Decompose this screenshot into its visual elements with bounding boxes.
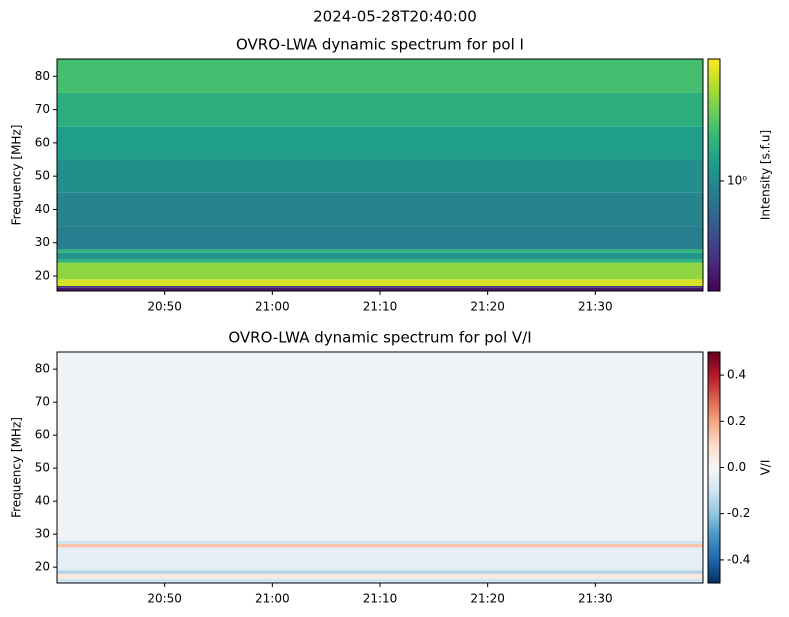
heatmap-band [57,279,703,287]
y-tick-label: 60 [35,428,50,442]
x-tick-label: 20:50 [147,592,182,606]
heatmap-band [57,252,703,260]
colorbar-label: V/I [759,460,773,476]
heatmap-band [57,259,703,263]
y-tick-label: 50 [35,169,50,183]
heatmap-band [57,126,703,160]
heatmap-band [57,262,703,280]
colorbar-tick-label: 0.4 [727,368,746,382]
colorbar-tick-label: 0.2 [727,414,746,428]
heatmap-band [57,226,703,250]
x-tick-label: 21:20 [470,592,505,606]
y-tick-label: 30 [35,235,50,249]
colorbar-tick-label: -0.2 [727,506,750,520]
heatmap-band [57,547,703,571]
heatmap-band [57,578,703,583]
y-tick-label: 30 [35,527,50,541]
y-axis-label: Frequency [MHz] [10,417,24,518]
heatmap-band [57,92,703,127]
colorbar-tick-label: 10⁰ [727,173,747,187]
heatmap-band [57,352,703,541]
heatmap-band [57,544,703,548]
heatmap-band [57,287,703,291]
x-tick-label: 21:10 [363,300,398,314]
colorbar [707,351,721,584]
x-tick-label: 21:30 [578,300,613,314]
y-tick-label: 50 [35,461,50,475]
y-tick-label: 80 [35,362,50,376]
colorbar-label: Intensity [s.f.u] [759,130,773,220]
y-tick-label: 20 [35,269,50,283]
colorbar-tick-label: 0.0 [727,460,746,474]
heatmap-band [57,573,703,579]
heatmap-band [57,570,703,574]
heatmap-band [57,286,703,288]
heatmap-band [57,159,703,193]
colorbar-tick-label: -0.4 [727,552,750,566]
y-tick-label: 70 [35,395,50,409]
panel-title: OVRO-LWA dynamic spectrum for pol I [236,36,524,54]
y-tick-label: 70 [35,102,50,116]
y-tick-label: 40 [35,202,50,216]
colorbar [707,58,721,292]
heatmap-band [57,540,703,545]
y-tick-label: 20 [35,560,50,574]
x-tick-label: 21:00 [255,592,290,606]
y-axis-label: Frequency [MHz] [10,125,24,226]
heatmap-band [57,59,703,93]
x-tick-label: 21:30 [578,592,613,606]
y-tick-label: 60 [35,135,50,149]
panel-title: OVRO-LWA dynamic spectrum for pol V/I [228,329,531,347]
x-tick-label: 20:50 [147,300,182,314]
y-tick-label: 80 [35,69,50,83]
heatmap-band [57,249,703,253]
heatmap-band [57,192,703,227]
y-tick-label: 40 [35,494,50,508]
figure-title: 2024-05-28T20:40:00 [313,8,477,26]
x-tick-label: 21:20 [470,300,505,314]
x-tick-label: 21:10 [363,592,398,606]
x-tick-label: 21:00 [255,300,290,314]
